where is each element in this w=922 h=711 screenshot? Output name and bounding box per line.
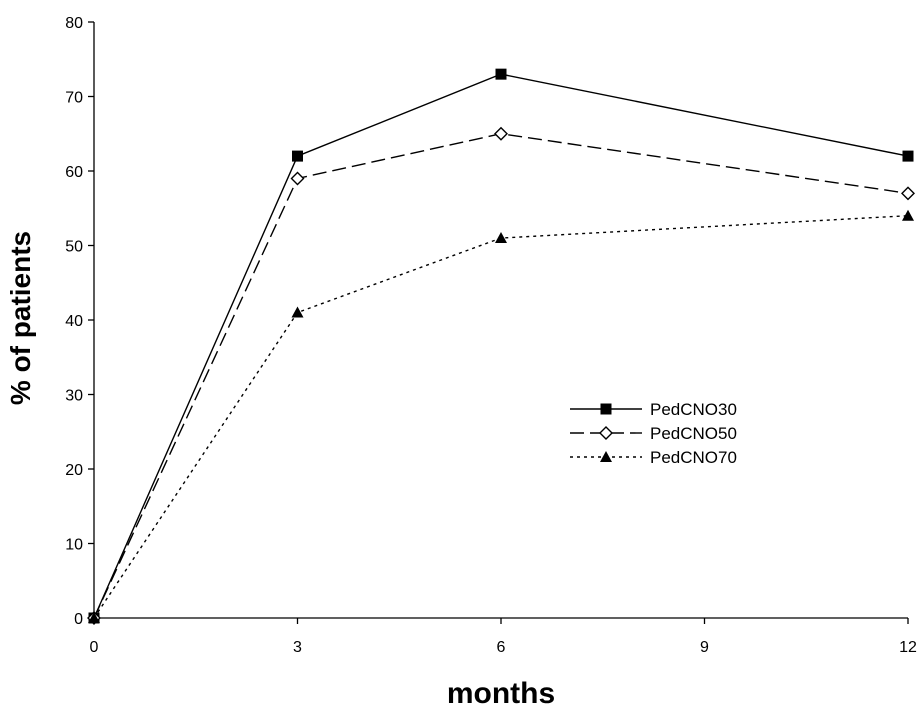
y-tick-label: 50 [65,239,83,256]
x-axis-label: months [447,677,555,710]
series-line [93,73,909,619]
series-line [93,133,909,619]
data-point [88,612,100,623]
legend-marker [599,426,613,440]
legend-label: PedCNO70 [650,448,737,467]
chart-legend: PedCNO30 PedCNO50 PedCNO70 [570,400,737,467]
data-point [902,209,914,221]
y-tick-label: 0 [74,611,83,628]
data-point [291,306,304,318]
series-PedCNO50 [87,126,915,625]
series-PedCNO30 [88,68,914,624]
data-point [902,150,914,162]
chart-axes [93,22,908,619]
y-tick-label: 20 [65,462,83,479]
legend-label: PedCNO30 [650,400,737,419]
legend-marker [600,403,612,415]
x-tick-label: 3 [293,639,302,656]
data-point [495,232,507,244]
y-axis-label: % of patients [5,231,36,405]
y-tick-label: 80 [65,15,83,32]
series-line [93,215,909,619]
x-tick-label: 12 [899,639,917,656]
y-tick-label: 30 [65,388,83,405]
data-point [292,150,303,162]
x-tick-label: 6 [497,639,506,656]
x-tick-label: 0 [90,639,99,656]
data-point [901,186,915,201]
legend-entry: PedCNO70 [570,448,737,467]
chart-series [87,68,915,625]
chart-ticks: 0 10 20 30 40 50 60 70 80 0 3 6 9 12 [65,15,917,656]
data-point [495,68,507,80]
legend-label: PedCNO50 [650,424,737,443]
y-tick-label: 70 [65,90,83,107]
data-point [290,171,305,186]
legend-marker [600,451,612,462]
legend-entry: PedCNO50 [570,424,737,443]
data-point [494,126,508,141]
y-tick-label: 10 [65,537,83,554]
y-tick-label: 40 [65,313,83,330]
series-PedCNO70 [88,209,914,623]
x-tick-label: 9 [700,639,709,656]
y-tick-label: 60 [65,164,83,181]
legend-entry: PedCNO30 [570,400,737,419]
